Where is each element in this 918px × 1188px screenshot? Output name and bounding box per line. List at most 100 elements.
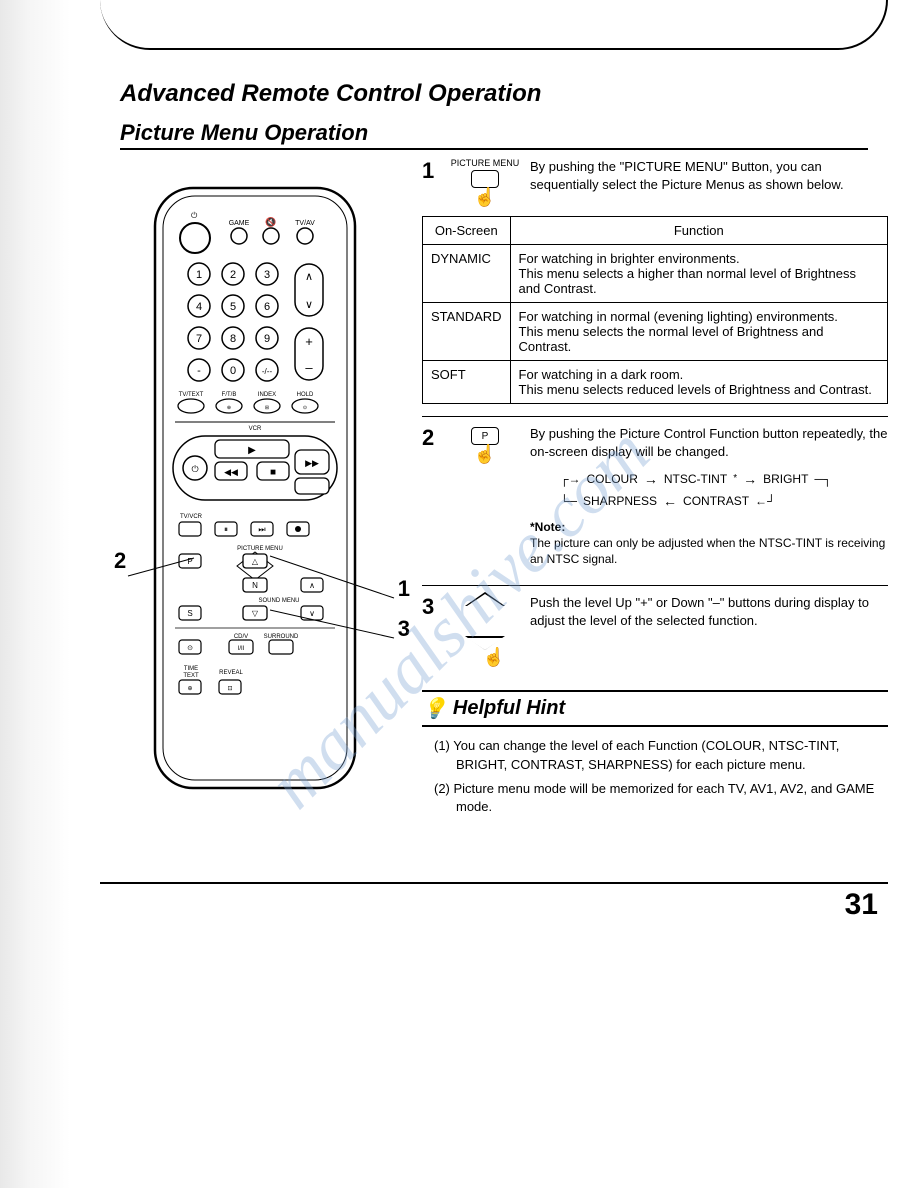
svg-text:▽: ▽ — [252, 609, 259, 618]
svg-text:TEXT: TEXT — [183, 673, 199, 679]
svg-text:CD/V: CD/V — [234, 634, 248, 640]
svg-text:TV/AV: TV/AV — [295, 220, 315, 227]
picture-modes-table: On-Screen Function DYNAMIC For watching … — [422, 216, 888, 404]
svg-text:INDEX: INDEX — [258, 392, 276, 398]
table-header-function: Function — [510, 217, 887, 245]
svg-text:▶▶: ▶▶ — [305, 458, 319, 468]
section-title: Picture Menu Operation — [120, 120, 868, 150]
table-header-onscreen: On-Screen — [423, 217, 511, 245]
svg-text:8: 8 — [230, 333, 236, 345]
svg-text:⊙: ⊙ — [187, 645, 193, 652]
svg-text:⊕: ⊕ — [187, 686, 192, 692]
flow-asterisk: * — [733, 471, 737, 487]
content-area: ⏻ GAME 🔇 TV/AV 1 2 3 4 5 6 7 8 9 - 0 -/-… — [100, 158, 888, 822]
page-edge-shadow — [0, 0, 70, 1188]
hint-title-text: Helpful Hint — [453, 697, 565, 720]
main-title: Advanced Remote Control Operation — [120, 80, 888, 108]
svg-text:⏻: ⏻ — [191, 464, 198, 474]
mode-dynamic: DYNAMIC — [423, 245, 511, 303]
svg-text:⊡: ⊡ — [227, 686, 232, 692]
flow-bright: BRIGHT — [763, 470, 808, 489]
svg-text:I/II: I/II — [238, 646, 245, 652]
p-button-icon: P — [471, 427, 499, 445]
remote-callout-1: 1 — [398, 576, 410, 602]
mode-standard: STANDARD — [423, 303, 511, 361]
helpful-hint-title: 💡 Helpful Hint — [422, 690, 888, 727]
svg-text:9: 9 — [264, 333, 270, 345]
note-label: *Note: — [530, 519, 888, 535]
desc-soft: For watching in a dark room. This menu s… — [510, 361, 887, 404]
page-number: 31 — [100, 888, 888, 922]
step-1-number: 1 — [422, 158, 440, 206]
svg-text:TIME: TIME — [184, 666, 198, 672]
svg-text:∨: ∨ — [309, 609, 315, 618]
table-row: DYNAMIC For watching in brighter environ… — [423, 245, 888, 303]
step-1: 1 PICTURE MENU ☝ By pushing the "PICTURE… — [422, 158, 888, 206]
step-2-text: By pushing the Picture Control Function … — [530, 425, 888, 460]
svg-text:4: 4 — [196, 301, 202, 313]
svg-text:F/T/B: F/T/B — [222, 392, 237, 398]
svg-text:⏭: ⏭ — [258, 525, 265, 534]
step-2-text-block: By pushing the Picture Control Function … — [530, 425, 888, 575]
svg-text:5: 5 — [230, 301, 236, 313]
remote-illustration: ⏻ GAME 🔇 TV/AV 1 2 3 4 5 6 7 8 9 - 0 -/-… — [145, 178, 365, 798]
remote-callout-2: 2 — [114, 548, 126, 574]
svg-text:N: N — [252, 581, 258, 590]
svg-text:◀◀: ◀◀ — [224, 467, 238, 477]
svg-text:–: – — [305, 360, 313, 375]
triangle-down-icon — [467, 638, 503, 650]
svg-text:⊙: ⊙ — [303, 405, 307, 411]
right-column: 1 PICTURE MENU ☝ By pushing the "PICTURE… — [422, 158, 888, 822]
svg-text:SURROUND: SURROUND — [264, 634, 299, 640]
svg-text:⊞: ⊞ — [265, 405, 269, 411]
hint-item-1: (1) You can change the level of each Fun… — [434, 737, 888, 773]
desc-dynamic: For watching in brighter environments. T… — [510, 245, 887, 303]
svg-text:△: △ — [252, 557, 259, 566]
table-row: SOFT For watching in a dark room. This m… — [423, 361, 888, 404]
svg-text:SOUND MENU: SOUND MENU — [258, 598, 299, 604]
remote-callout-3: 3 — [398, 616, 410, 642]
hand-icon: ☝ — [450, 188, 520, 206]
hint-item-2: (2) Picture menu mode will be memorized … — [434, 780, 888, 816]
step-3-icon: ☝ — [450, 594, 520, 666]
svg-text:TV/VCR: TV/VCR — [180, 514, 203, 520]
svg-text:🔇: 🔇 — [265, 216, 276, 227]
svg-text:∧: ∧ — [305, 271, 313, 283]
table-row: STANDARD For watching in normal (evening… — [423, 303, 888, 361]
header-frame — [100, 0, 888, 50]
flow-ntsctint: NTSC-TINT — [664, 470, 727, 489]
svg-text:7: 7 — [196, 333, 202, 345]
remote-column: ⏻ GAME 🔇 TV/AV 1 2 3 4 5 6 7 8 9 - 0 -/-… — [100, 158, 410, 798]
svg-text:1: 1 — [196, 269, 202, 281]
svg-text:P: P — [187, 557, 192, 566]
step-1-icon: PICTURE MENU ☝ — [450, 158, 520, 206]
svg-text:⏻: ⏻ — [191, 211, 198, 220]
svg-text:HOLD: HOLD — [297, 392, 314, 398]
svg-text:TV/TEXT: TV/TEXT — [179, 392, 204, 398]
divider — [422, 416, 888, 417]
note-text: The picture can only be adjusted when th… — [530, 535, 888, 567]
step-1-text: By pushing the "PICTURE MENU" Button, yo… — [530, 158, 888, 206]
svg-text:▶: ▶ — [248, 445, 256, 456]
step-3: 3 ☝ Push the level Up "+" or Down "–" bu… — [422, 594, 888, 666]
hand-icon: ☝ — [450, 445, 520, 463]
svg-text:-/--: -/-- — [262, 367, 273, 376]
svg-text:+: + — [305, 334, 313, 349]
desc-standard: For watching in normal (evening lighting… — [510, 303, 887, 361]
step-3-text: Push the level Up "+" or Down "–" button… — [530, 594, 888, 666]
svg-text:0: 0 — [230, 365, 236, 377]
svg-text:6: 6 — [264, 301, 270, 313]
step-1-icon-label: PICTURE MENU — [451, 158, 520, 168]
svg-text:3: 3 — [264, 269, 270, 281]
svg-text:REVEAL: REVEAL — [219, 670, 243, 676]
svg-text:PICTURE MENU: PICTURE MENU — [237, 546, 283, 552]
step-2: 2 P ☝ By pushing the Picture Control Fun… — [422, 425, 888, 575]
hint-list: (1) You can change the level of each Fun… — [434, 737, 888, 816]
svg-text:VCR: VCR — [249, 426, 262, 432]
flow-sharpness: SHARPNESS — [583, 492, 657, 511]
divider — [422, 585, 888, 586]
svg-text:■: ■ — [270, 467, 276, 478]
mode-soft: SOFT — [423, 361, 511, 404]
footer-line — [100, 882, 888, 884]
svg-text:∧: ∧ — [309, 581, 315, 590]
